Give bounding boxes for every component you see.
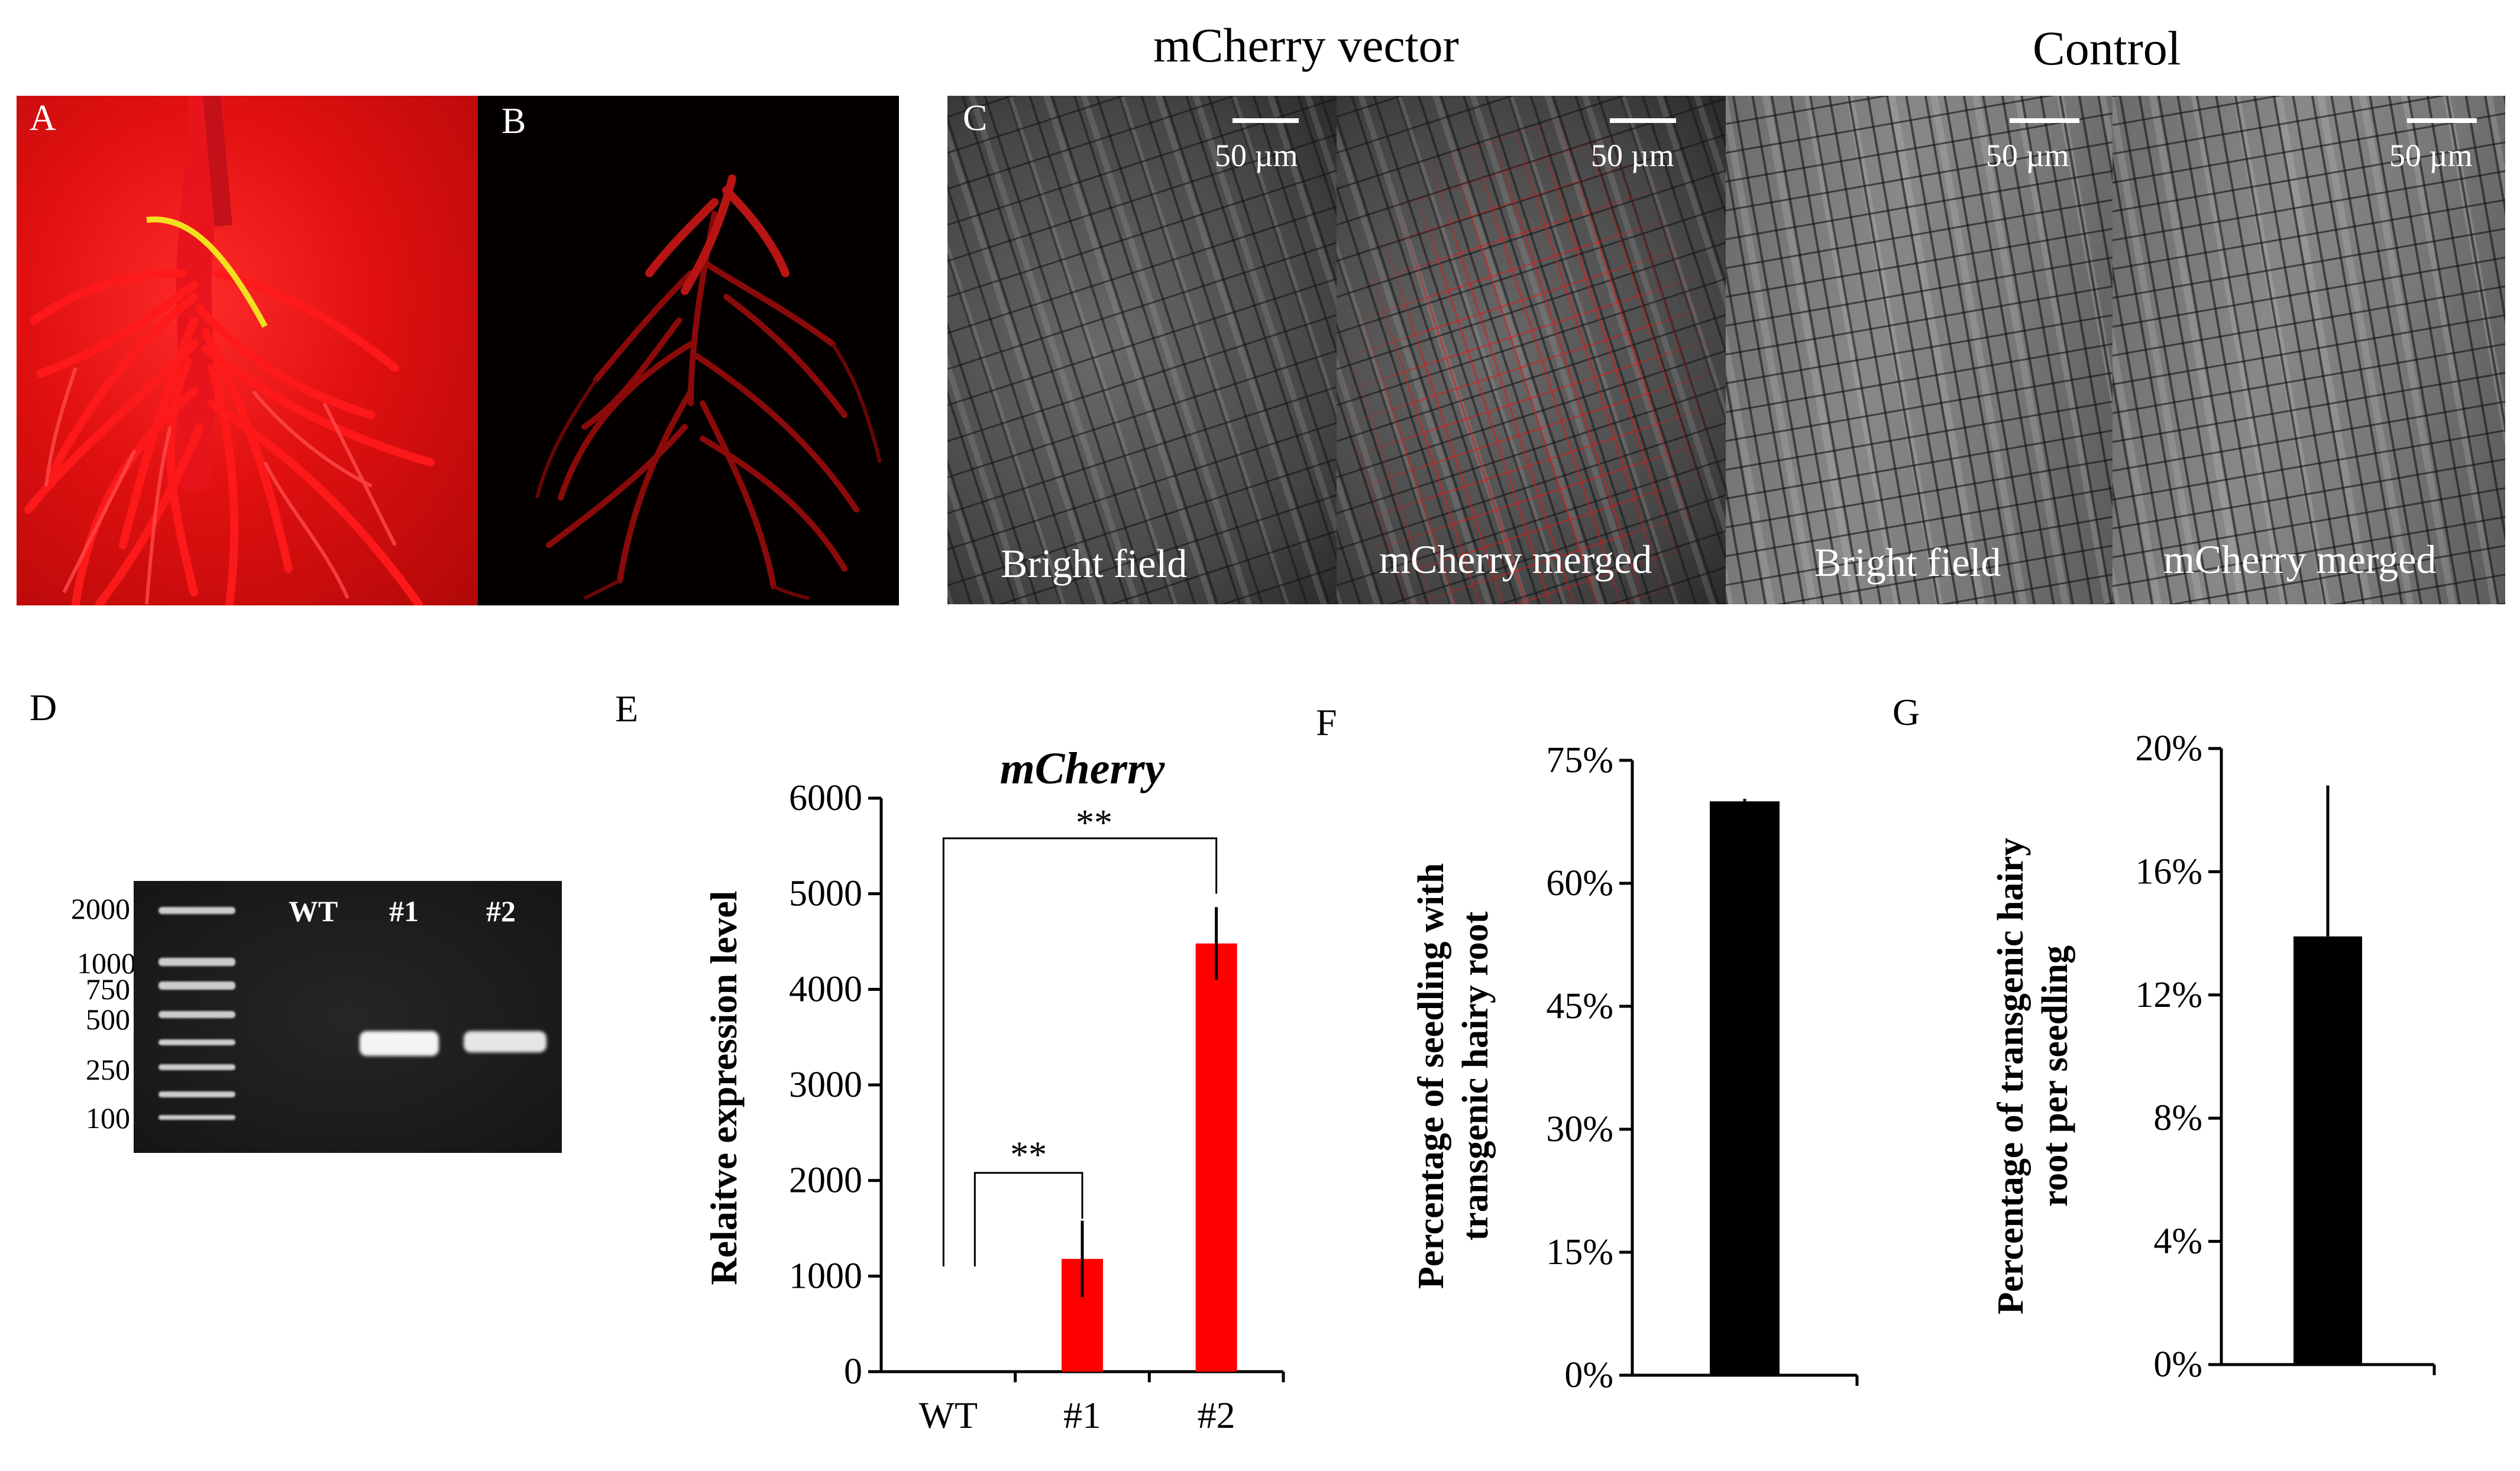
panel-g-letter: G [1893,691,1920,733]
scale-label: 50 µm [1215,138,1298,173]
gel-lane-1: #1 [389,895,419,928]
ladder-band [158,1064,235,1070]
significance-label: ** [1076,803,1112,843]
panel-e-letter: E [615,688,639,730]
x-tick-label: #2 [1198,1394,1235,1436]
micrograph-vector-mcherry-merged: 50 µm mCherry merged [1337,96,1726,604]
chart-e: mCherry Relaitve expression level 0 1000 2… [703,744,1285,1436]
pcr-band-2 [464,1031,546,1052]
mcherry-signal [1337,96,1726,604]
y-tick-label: 30% [1546,1109,1613,1149]
micrograph-control-bright-field: 50 µm Bright field [1726,96,2113,604]
gel-marker-1000: 1000 [77,947,136,980]
ladder-band [158,1115,235,1120]
y-tick-label: 20% [2135,728,2202,769]
scale-bar [2010,118,2079,123]
panel-a-photo [17,96,478,605]
scale-label: 50 µm [2389,138,2473,173]
significance-bracket [973,1172,1083,1267]
ladder-band [158,981,235,990]
chart-g-bars [2293,785,2362,1365]
scale-bar [2407,118,2477,123]
scale-label: 50 µm [1591,138,1674,173]
panel-a-letter: A [30,98,56,138]
scale-bar [1232,118,1299,123]
significance-bracket [942,837,1218,1267]
chart-e-axes: 0 1000 2000 3000 4000 5000 6000 WT #1 #2 [789,778,1285,1436]
gel-lane-wt: WT [289,895,338,928]
gel-marker-2000: 2000 [71,892,130,925]
chart-e-title: mCherry [1000,744,1165,793]
panel-f-letter: F [1316,701,1337,743]
bar [2293,936,2362,1365]
chart-f-bars [1710,799,1780,1375]
chart-e-ylabel: Relaitve expression level [703,890,745,1285]
agarose-gel: WT #1 #2 [134,881,562,1153]
micrograph-vector-bright-field: 50 µm Bright field [947,96,1337,604]
ladder-band [158,1091,235,1097]
bar [1710,801,1780,1375]
y-tick-label: 45% [1546,986,1613,1026]
y-tick-label: 2000 [789,1161,862,1201]
panel-b-roots [535,174,882,600]
y-tick-label: 5000 [789,874,862,914]
x-tick-label: #1 [1063,1394,1101,1436]
micrograph-label: mCherry merged [2163,537,2437,582]
gel-lane-2: #2 [486,895,516,928]
panel-a-roots [24,96,435,605]
micrograph-label: Bright field [1814,540,2001,585]
panel-c-letter: C [963,98,988,138]
chart-f: Percentage of seedling with transgenic h… [1411,740,1859,1395]
pcr-band-1 [360,1031,439,1056]
ladder-band [158,958,235,966]
chart-f-ylabel-line2: transgenic hairy root [1455,911,1496,1240]
chart-g-axes: 0% 4% 8% 12% 16% 20% [2135,728,2436,1385]
y-tick-label: 4000 [789,969,862,1009]
gel-marker-250: 250 [86,1053,130,1086]
gel-marker-100: 100 [86,1101,130,1135]
scale-label: 50 µm [1986,138,2069,173]
x-tick-label: WT [919,1394,978,1436]
y-tick-label: 60% [1546,863,1613,903]
header-mcherry-vector: mCherry vector [1153,18,1459,72]
chart-f-axes: 0% 15% 30% 45% 60% 75% [1546,740,1859,1395]
scale-bar [1610,118,1676,123]
gel-marker-750: 750 [86,973,130,1006]
y-tick-label: 75% [1546,740,1613,780]
panel-b-photo [478,96,899,605]
chart-g-ylabel-line2: root per seedling [2035,945,2075,1207]
y-tick-label: 0% [2153,1344,2202,1385]
y-tick-label: 16% [2135,851,2202,892]
micrograph-label: Bright field [1001,541,1188,586]
y-tick-label: 3000 [789,1065,862,1105]
chart-e-bars: ** ** [942,803,1237,1372]
gel-marker-500: 500 [86,1003,130,1036]
ladder-band [158,1011,235,1018]
y-tick-label: 8% [2153,1098,2202,1138]
header-control: Control [2033,21,2181,75]
panel-d-letter: D [30,686,57,728]
chart-f-ylabel-line1: Percentage of seedling with [1411,863,1451,1289]
ladder-band [158,907,235,914]
y-tick-label: 12% [2135,975,2202,1015]
y-tick-label: 0% [1564,1355,1613,1395]
chart-g: Percentage of transgenic hairy root per … [1991,728,2436,1385]
y-tick-label: 15% [1546,1232,1613,1272]
y-tick-label: 1000 [789,1256,862,1296]
ladder-band [158,1039,235,1045]
micrograph-label: mCherry merged [1379,537,1652,582]
chart-g-ylabel-line1: Percentage of transgenic hairy [1991,838,2031,1314]
y-tick-label: 0 [844,1352,862,1392]
y-tick-label: 4% [2153,1221,2202,1262]
micrograph-control-mcherry-merged: 50 µm mCherry merged [2113,96,2505,604]
panel-b-letter: B [502,101,526,141]
bar [1195,943,1237,1372]
y-tick-label: 6000 [789,778,862,818]
significance-label: ** [1010,1135,1047,1175]
